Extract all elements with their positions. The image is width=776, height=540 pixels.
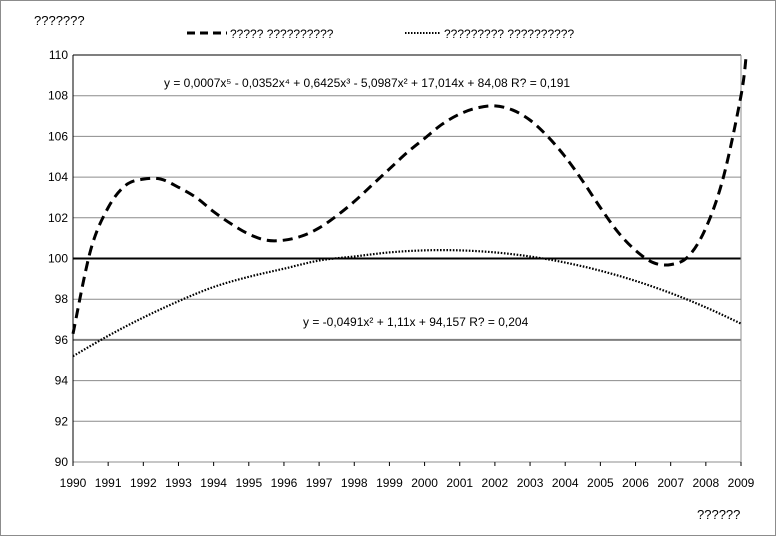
y-tick-label: 90 (55, 455, 69, 469)
x-tick-label: 1990 (60, 476, 87, 490)
x-tick-label: 2008 (692, 476, 719, 490)
x-tick-label: 1996 (271, 476, 298, 490)
series-line-dashed (71, 54, 748, 335)
legend-label-dashed: ????? ?????????? (230, 27, 334, 41)
x-axis: 1990 1991 1992 1993 1994 1995 1996 1997 1998 1999… (60, 462, 755, 490)
x-tick-label: 2002 (482, 476, 509, 490)
x-tick-label: 2000 (411, 476, 438, 490)
annotation-poly2: y = -0,0491x² + 1,11x + 94,157 R? = 0,20… (303, 315, 529, 329)
x-tick-label: 1993 (165, 476, 192, 490)
y-tick-label: 92 (55, 414, 69, 428)
y-tick-label: 110 (49, 48, 68, 62)
series-line-dotted (72, 249, 742, 358)
y-tick-label: 96 (55, 333, 69, 347)
x-tick-label: 1991 (95, 476, 122, 490)
gridlines (73, 54, 742, 463)
y-tick-label: 102 (48, 211, 68, 225)
x-tick-label: 1992 (130, 476, 157, 490)
x-tick-label: 2006 (622, 476, 649, 490)
y-tick-label: 108 (48, 89, 68, 103)
x-tick-label: 2003 (517, 476, 544, 490)
x-tick-label: 1994 (200, 476, 227, 490)
y-tick-label: 104 (48, 170, 68, 184)
x-tick-label: 1999 (376, 476, 403, 490)
x-tick-label: 2004 (552, 476, 579, 490)
x-tick-label: 1997 (306, 476, 333, 490)
y-tick-label: 98 (55, 292, 69, 306)
y-tick-label: 100 (48, 252, 68, 266)
x-axis-title: ?????? (697, 507, 740, 522)
legend-label-dotted: ????????? ?????????? (444, 27, 574, 41)
y-tick-label: 106 (48, 129, 68, 143)
legend: ????? ?????????? ????????? ?????????? (187, 27, 574, 41)
x-tick-label: 2007 (657, 476, 684, 490)
x-tick-label: 1998 (341, 476, 368, 490)
annotation-poly5: y = 0,0007x⁵ - 0,0352x⁴ + 0,6425x³ - 5,0… (164, 76, 570, 90)
x-tick-label: 2005 (587, 476, 614, 490)
x-tick-label: 2001 (446, 476, 473, 490)
x-tick-label: 1995 (235, 476, 262, 490)
x-tick-label: 2009 (728, 476, 755, 490)
chart-title: ??????? (34, 13, 85, 28)
y-tick-label: 94 (55, 374, 69, 388)
y-axis: 90 92 94 96 98 100 102 104 106 108 110 (48, 48, 74, 469)
series-layer (71, 54, 748, 358)
